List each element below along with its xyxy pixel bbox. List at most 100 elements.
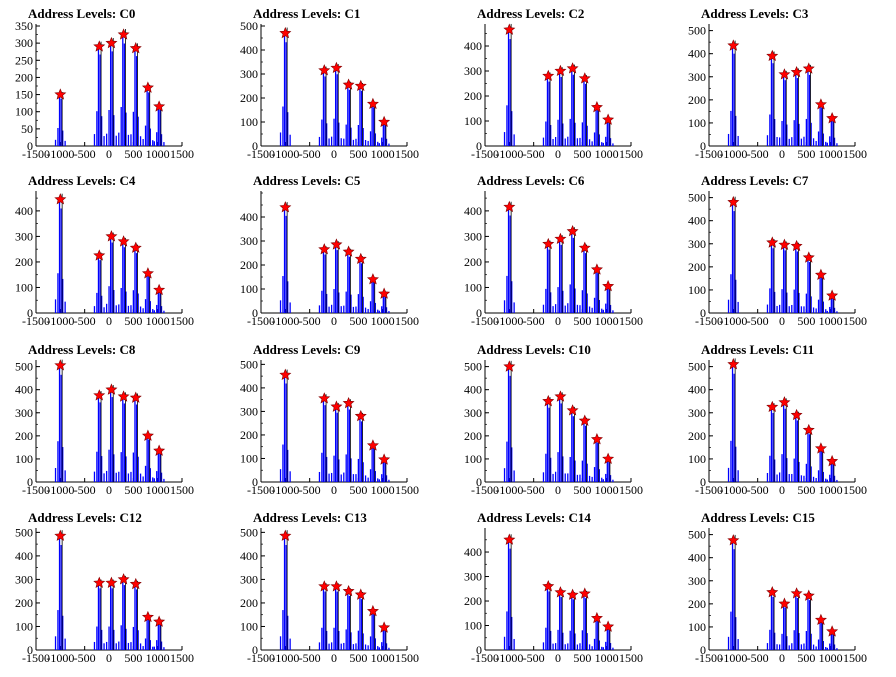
peak-marker: [566, 404, 579, 416]
peak-marker: [129, 577, 142, 590]
chart-title: Address Levels: C4: [28, 173, 136, 188]
peak-marker: [279, 201, 292, 213]
x-tick-label: 1000: [146, 314, 170, 328]
y-tick-label: 200: [240, 596, 258, 610]
peak-marker: [802, 62, 815, 74]
chart-13: Address Levels: C13 0 100 200 300 400 500 -1500…: [240, 510, 419, 665]
peak-marker: [727, 358, 740, 370]
peak-marker: [342, 396, 355, 409]
peak-marker: [503, 23, 516, 35]
y-tick-label: 200: [464, 429, 482, 443]
chart-title: Address Levels: C6: [477, 173, 585, 188]
x-tick-label: 1000: [595, 483, 619, 497]
y-tick-label: 150: [15, 88, 33, 102]
x-tick-label: -500: [299, 314, 321, 328]
peak-marker: [354, 79, 367, 92]
peak-marker: [318, 392, 331, 404]
y-tick-label: 300: [688, 406, 706, 420]
x-tick-label: -1000: [719, 147, 747, 161]
x-tick-label: 0: [555, 314, 561, 328]
y-tick-label: 400: [240, 549, 258, 563]
y-tick-label: 200: [464, 594, 482, 608]
y-tick-label: 500: [15, 525, 33, 539]
x-tick-label: 1500: [395, 483, 419, 497]
peak-marker: [542, 237, 555, 250]
y-tick-label: 300: [15, 406, 33, 420]
peak-marker: [566, 225, 579, 237]
peak-marker: [129, 391, 142, 403]
peak-marker: [602, 452, 615, 465]
x-tick-label: -500: [523, 483, 545, 497]
peak-marker: [93, 389, 106, 401]
x-tick-label: 0: [106, 651, 112, 665]
y-tick-label: 300: [688, 237, 706, 251]
peak-marker: [141, 81, 154, 93]
x-tick-label: 0: [779, 483, 785, 497]
x-tick-label: -1500: [695, 483, 723, 497]
peak-marker: [318, 243, 331, 255]
chart-title: Address Levels: C8: [28, 342, 136, 357]
chart-8: Address Levels: C80100200300400500-1500-…: [15, 342, 194, 497]
chart-5: Address Levels: C5 0 100 200 300 400 -1500-100…: [240, 173, 419, 328]
x-tick-label: 1500: [395, 651, 419, 665]
x-tick-label: -1000: [46, 314, 74, 328]
peak-marker: [54, 193, 67, 205]
peak-marker: [342, 245, 355, 257]
x-tick-label: -1000: [719, 651, 747, 665]
chart-title: Address Levels: C9: [253, 342, 361, 357]
x-tick-label: 0: [106, 314, 112, 328]
y-tick-label: 100: [688, 283, 706, 297]
peak-marker: [590, 611, 603, 624]
x-tick-label: 1500: [395, 314, 419, 328]
peak-marker: [354, 409, 367, 422]
peak-marker: [330, 400, 343, 412]
x-tick-label: 1500: [843, 147, 867, 161]
x-tick-label: 0: [331, 314, 337, 328]
y-tick-label: 400: [15, 204, 33, 218]
y-tick-label: 400: [240, 381, 258, 395]
x-tick-label: -1000: [495, 651, 523, 665]
y-tick-label: 200: [240, 91, 258, 105]
x-tick-label: -500: [74, 314, 96, 328]
peak-marker: [366, 97, 379, 110]
peak-marker: [802, 423, 815, 436]
chart-title: Address Levels: C12: [28, 510, 142, 525]
x-tick-label: -1500: [247, 147, 275, 161]
x-tick-label: 500: [349, 314, 367, 328]
y-tick-label: 100: [464, 280, 482, 294]
x-tick-label: 1000: [146, 651, 170, 665]
peak-marker: [766, 49, 779, 62]
x-tick-label: 1000: [819, 651, 843, 665]
x-tick-label: -1000: [46, 147, 74, 161]
x-tick-label: 1500: [619, 314, 643, 328]
peak-marker: [814, 613, 827, 626]
y-tick-label: 500: [240, 19, 258, 33]
x-tick-label: 1000: [819, 314, 843, 328]
x-tick-label: 0: [106, 483, 112, 497]
y-tick-label: 400: [464, 545, 482, 559]
y-tick-label: 0: [27, 306, 33, 320]
y-tick-label: 200: [15, 70, 33, 84]
chart-11: Address Levels: C11 0 100 200 300 400 500 -1500…: [688, 342, 867, 497]
y-tick-label: 400: [464, 383, 482, 397]
y-tick-label: 100: [688, 452, 706, 466]
y-tick-label: 100: [688, 116, 706, 130]
x-tick-label: 0: [555, 651, 561, 665]
peak-marker: [790, 408, 803, 421]
y-tick-label: 500: [688, 24, 706, 38]
y-tick-label: 300: [240, 234, 258, 248]
x-tick-label: 500: [573, 314, 591, 328]
y-tick-label: 300: [688, 574, 706, 588]
chart-3: Address Levels: C30100200300400500-1500-…: [688, 6, 867, 161]
y-tick-label: 0: [27, 139, 33, 153]
peak-marker: [766, 586, 779, 598]
x-tick-label: 0: [779, 314, 785, 328]
y-tick-label: 0: [27, 475, 33, 489]
peak-marker: [503, 200, 516, 213]
peak-marker: [814, 268, 827, 281]
x-tick-label: 0: [555, 147, 561, 161]
x-tick-label: -500: [747, 651, 769, 665]
chart-title: Address Levels: C15: [701, 510, 815, 525]
y-tick-label: 400: [688, 214, 706, 228]
peak-marker: [727, 195, 740, 208]
